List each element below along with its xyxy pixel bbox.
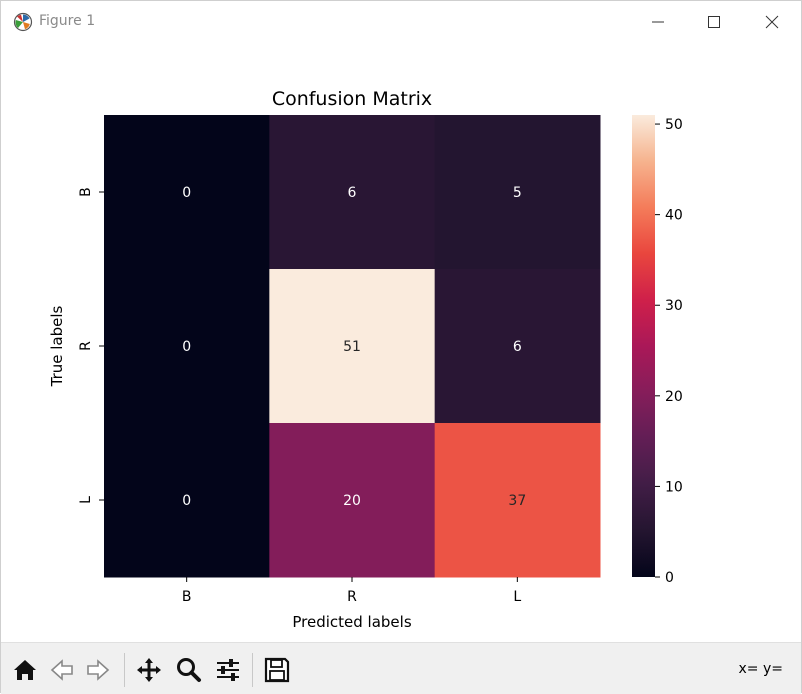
back-button[interactable] [45,653,79,687]
heatmap-cell [434,423,601,578]
y-tick-label: R [78,341,94,351]
save-button[interactable] [260,653,294,687]
x-axis-label: Predicted labels [292,613,411,631]
title-bar: Figure 1 [1,1,801,43]
cell-value-label: 6 [348,185,357,201]
cell-value-label: 0 [182,185,191,201]
colorbar-tick-label: 10 [665,479,683,495]
colorbar [632,115,655,577]
cell-value-label: 51 [343,339,361,355]
floppy-disk-icon [264,657,290,683]
x-tick-label: R [347,589,357,605]
close-button[interactable] [749,7,795,37]
heatmap-cell [269,269,436,424]
configure-subplots-button[interactable] [211,653,245,687]
zoom-button[interactable] [171,653,205,687]
matplotlib-logo-icon [13,12,33,32]
window-title: Figure 1 [39,13,96,29]
y-tick-label: B [78,187,94,197]
navigation-toolbar: x= y= [1,642,801,694]
heatmap-cell [434,269,601,424]
home-button[interactable] [8,653,42,687]
y-axis-label: True labels [48,305,66,387]
chart-title: Confusion Matrix [272,88,432,110]
arrow-left-icon [50,659,73,681]
cell-value-label: 0 [182,339,191,355]
cell-value-label: 20 [343,493,361,509]
heatmap-cell [104,115,270,270]
maximize-button[interactable] [691,7,737,37]
cell-value-label: 5 [513,185,522,201]
heatmap-cell [269,115,436,270]
move-icon [137,658,161,682]
maximize-icon [708,16,720,28]
cell-value-label: 0 [182,493,191,509]
heatmap-cell [269,423,436,578]
arrow-right-icon [87,659,110,681]
cell-value-label: 6 [513,339,522,355]
x-tick-label: B [182,589,192,605]
cell-value-label: 37 [508,493,526,509]
toolbar-separator [252,653,253,687]
heatmap-cell [104,423,270,578]
heatmap-cell [434,115,601,270]
colorbar-tick-label: 40 [665,208,683,224]
heatmap-cell [104,269,270,424]
forward-button[interactable] [81,653,115,687]
colorbar-tick-label: 0 [665,570,674,586]
cursor-coordinates: x= y= [738,661,783,677]
colorbar-tick-label: 20 [665,389,683,405]
minimize-button[interactable] [635,7,681,37]
magnifier-icon [177,658,201,682]
figure-canvas[interactable]: 0 6 5 0 51 6 0 20 37 B R L B R L Confusion Matrix Predic… [1,43,801,641]
colorbar-tick-label: 50 [665,117,683,133]
home-icon [14,660,36,680]
sliders-icon [217,659,239,681]
colorbar-tick-label: 30 [665,298,683,314]
x-tick-label: L [513,589,521,605]
toolbar-separator [124,653,125,687]
y-tick-label: L [78,496,94,504]
pan-button[interactable] [132,653,166,687]
minimize-icon [652,21,664,23]
close-icon [765,15,779,29]
